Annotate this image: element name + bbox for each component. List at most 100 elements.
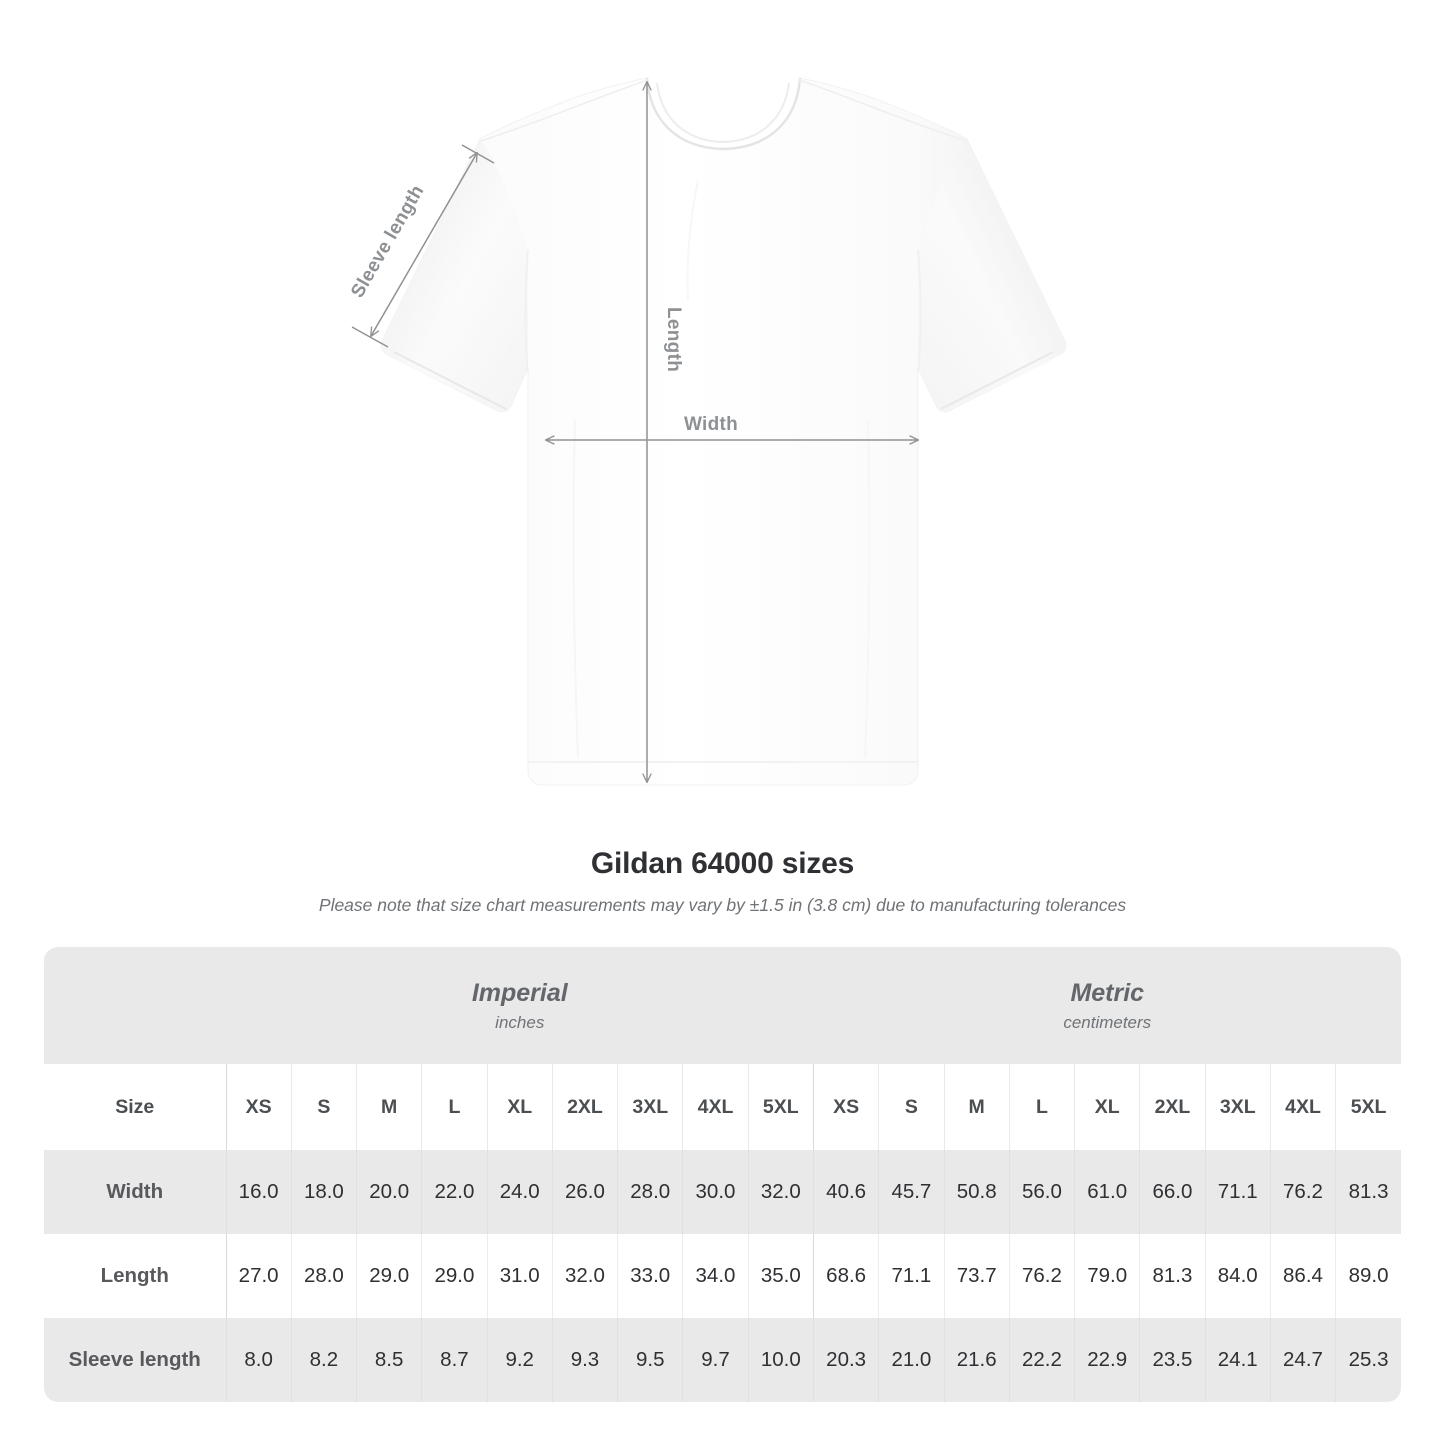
cell-width-imperial-4xl: 30.0 [682,1150,749,1234]
cell-length-metric-s: 71.1 [878,1234,945,1318]
cell-sleeve-length-imperial-xs: 8.0 [225,1318,292,1402]
table-row: Length 27.0 28.0 29.0 29.0 31.0 32.0 33.0 34.0 35… [44,1234,1402,1318]
size-header-metric-m: M [943,1064,1010,1150]
cell-length-imperial-3xl: 33.0 [617,1234,683,1318]
row-label-sleeve-length: Sleeve length [44,1318,226,1402]
size-chart-table: Imperial inches Metric centimeters Size XS S M L… [44,947,1402,1402]
cell-length-imperial-m: 29.0 [356,1234,422,1318]
size-header-imperial-2xl: 2XL [551,1064,618,1150]
length-label: Length [663,307,684,372]
cell-width-metric-l: 56.0 [1008,1150,1075,1234]
cell-width-imperial-3xl: 28.0 [617,1150,683,1234]
unit-name: Imperial [471,978,568,1007]
cell-sleeve-length-imperial-5xl: 10.0 [747,1318,814,1402]
unit-sub-label: centimeters [1063,1012,1152,1032]
page-title: Gildan 64000 sizes [590,847,855,880]
cell-sleeve-length-imperial-4xl: 9.7 [682,1318,749,1402]
size-header-imperial-s: S [290,1064,357,1150]
unit-header-metric: Metric centimeters [813,947,1402,1064]
size-header-metric-3xl: 3XL [1204,1064,1271,1150]
cell-sleeve-length-imperial-s: 8.2 [290,1318,357,1402]
cell-width-imperial-5xl: 32.0 [747,1150,814,1234]
cell-sleeve-length-imperial-2xl: 9.3 [551,1318,618,1402]
cell-sleeve-length-metric-3xl: 24.1 [1204,1318,1271,1402]
cell-length-imperial-xs: 27.0 [225,1234,292,1318]
cell-length-metric-xl: 79.0 [1074,1234,1140,1318]
cell-sleeve-length-metric-s: 21.0 [878,1318,945,1402]
row-label-length: Length [44,1234,226,1318]
cell-width-metric-xl: 61.0 [1074,1150,1140,1234]
cell-sleeve-length-imperial-xl: 9.2 [486,1318,553,1402]
cell-length-imperial-s: 28.0 [290,1234,357,1318]
size-header-metric-xl: XL [1074,1064,1140,1150]
size-header-row: Size XS S M L XL 2XL 3XL 4XL 5XL XS S M L XL 2XL 3XL 4XL 5… [44,1064,1402,1150]
unit-sub-label: inches [495,1012,545,1032]
title-block: Gildan 64000 sizes Please note that size… [0,845,1445,916]
cell-width-imperial-2xl: 26.0 [551,1150,618,1234]
row-label-width: Width [44,1150,226,1234]
size-header-label: Size [44,1064,226,1150]
cell-width-metric-3xl: 71.1 [1204,1150,1271,1234]
cell-sleeve-length-imperial-l: 8.7 [421,1318,488,1402]
size-header-imperial-xl: XL [486,1064,553,1150]
tshirt-diagram: Length Width Sleeve length [347,77,1067,786]
cell-sleeve-length-metric-2xl: 23.5 [1139,1318,1206,1402]
cell-sleeve-length-imperial-3xl: 9.5 [617,1318,683,1402]
cell-sleeve-length-metric-l: 22.2 [1008,1318,1075,1402]
cell-length-metric-3xl: 84.0 [1204,1234,1271,1318]
unit-header-row: Imperial inches Metric centimeters [44,947,1402,1064]
cell-width-imperial-s: 18.0 [290,1150,357,1234]
cell-length-metric-m: 73.7 [943,1234,1010,1318]
cell-width-metric-5xl: 81.3 [1335,1150,1402,1234]
size-header-imperial-l: L [421,1064,488,1150]
cell-width-metric-m: 50.8 [943,1150,1010,1234]
cell-length-metric-5xl: 89.0 [1335,1234,1402,1318]
size-header-imperial-xs: XS [225,1064,292,1150]
size-header-metric-l: L [1008,1064,1075,1150]
table-row: Width 16.0 18.0 20.0 22.0 24.0 26.0 28.0 30.0 32.… [44,1150,1402,1234]
size-table-container: Imperial inches Metric centimeters Size XS S M L… [44,947,1402,1402]
cell-sleeve-length-metric-xl: 22.9 [1074,1318,1140,1402]
size-header-imperial-5xl: 5XL [747,1064,814,1150]
size-header-imperial-m: M [356,1064,422,1150]
size-header-metric-s: S [878,1064,945,1150]
cell-width-metric-4xl: 76.2 [1269,1150,1336,1234]
cell-width-metric-2xl: 66.0 [1139,1150,1206,1234]
cell-width-metric-xs: 40.6 [812,1150,879,1234]
unit-header-imperial: Imperial inches [226,947,814,1064]
unit-name: Metric [1070,978,1145,1007]
table-row: Sleeve length 8.0 8.2 8.5 8.7 9.2 9.3 9.5 9.7 10.… [44,1318,1402,1402]
cell-length-imperial-2xl: 32.0 [551,1234,618,1318]
cell-length-metric-xs: 68.6 [812,1234,879,1318]
cell-width-imperial-m: 20.0 [356,1150,422,1234]
cell-length-metric-4xl: 86.4 [1269,1234,1336,1318]
cell-sleeve-length-metric-4xl: 24.7 [1269,1318,1336,1402]
tolerance-note: Please note that size chart measurements… [318,895,1127,915]
cell-width-imperial-xs: 16.0 [225,1150,292,1234]
size-header-metric-5xl: 5XL [1335,1064,1402,1150]
size-header-metric-2xl: 2XL [1139,1064,1206,1150]
tshirt-shape [380,77,1067,786]
cell-length-imperial-4xl: 34.0 [682,1234,749,1318]
cell-width-metric-s: 45.7 [878,1150,945,1234]
cell-sleeve-length-imperial-m: 8.5 [356,1318,422,1402]
tshirt-illustration-svg: Length Width Sleeve length [347,77,1067,786]
size-header-metric-xs: XS [812,1064,879,1150]
cell-length-metric-2xl: 81.3 [1139,1234,1206,1318]
unit-spacer-cell [44,947,226,1064]
cell-length-imperial-l: 29.0 [421,1234,488,1318]
size-header-imperial-3xl: 3XL [617,1064,683,1150]
cell-length-imperial-5xl: 35.0 [747,1234,814,1318]
cell-width-imperial-xl: 24.0 [486,1150,553,1234]
size-header-imperial-4xl: 4XL [682,1064,749,1150]
width-label: Width [684,414,738,435]
cell-sleeve-length-metric-5xl: 25.3 [1335,1318,1402,1402]
sleeve-length-dimension-arrow [351,144,495,348]
cell-length-metric-l: 76.2 [1008,1234,1075,1318]
cell-length-imperial-xl: 31.0 [486,1234,553,1318]
cell-sleeve-length-metric-m: 21.6 [943,1318,1010,1402]
size-header-metric-4xl: 4XL [1269,1064,1336,1150]
cell-width-imperial-l: 22.0 [421,1150,488,1234]
cell-sleeve-length-metric-xs: 20.3 [812,1318,879,1402]
